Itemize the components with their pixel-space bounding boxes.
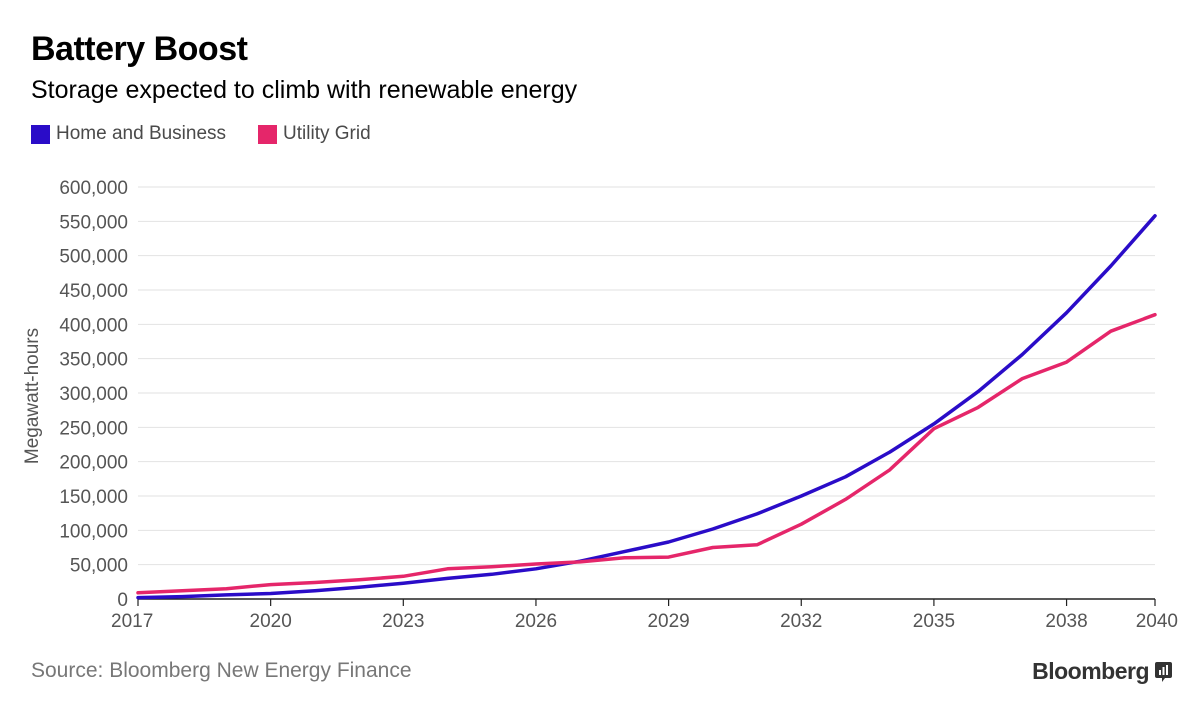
y-tick-label: 100,000 — [59, 521, 128, 542]
legend-label-utility-grid: Utility Grid — [283, 123, 371, 144]
y-tick-label: 300,000 — [59, 384, 128, 405]
legend-swatch-utility-grid — [258, 124, 278, 144]
x-tick-label: 2020 — [250, 611, 292, 632]
series-line-home-business — [136, 214, 1157, 600]
legend-item-utility-grid: Utility Grid — [258, 123, 371, 145]
legend: Home and Business Utility Grid — [31, 123, 403, 145]
y-tick-label: 600,000 — [59, 178, 128, 199]
source-note: Source: Bloomberg New Energy Finance — [31, 659, 412, 682]
bloomberg-logo: Bloomberg — [1032, 658, 1172, 685]
bloomberg-logo-icon — [1155, 661, 1172, 682]
y-tick-label: 250,000 — [59, 418, 128, 439]
x-tick-label: 2023 — [382, 611, 424, 632]
y-axis-label: Megawatt-hours — [22, 328, 43, 464]
y-tick-label: 350,000 — [59, 350, 128, 371]
y-tick-label: 400,000 — [59, 315, 128, 336]
y-tick-label: 150,000 — [59, 487, 128, 508]
y-tick-label: 0 — [117, 590, 128, 611]
x-tick-label: 2032 — [780, 611, 822, 632]
y-tick-label: 500,000 — [59, 247, 128, 268]
chart-title: Battery Boost — [31, 30, 248, 68]
x-tick-label: 2040 — [1136, 611, 1178, 632]
y-tick-label: 200,000 — [59, 453, 128, 474]
legend-label-home-business: Home and Business — [56, 123, 227, 144]
y-tick-label: 50,000 — [70, 556, 128, 577]
y-tick-label: 550,000 — [59, 212, 128, 233]
y-tick-label: 450,000 — [59, 281, 128, 302]
brand-name: Bloomberg — [1032, 658, 1149, 684]
series-line-utility-grid — [136, 312, 1157, 595]
x-tick-label: 2029 — [647, 611, 689, 632]
x-tick-label: 2038 — [1045, 611, 1087, 632]
legend-item-home-business: Home and Business — [31, 123, 226, 145]
legend-swatch-home-business — [31, 124, 50, 144]
x-tick-label: 2026 — [515, 611, 557, 632]
x-tick-label: 2035 — [913, 611, 955, 632]
chart-subtitle: Storage expected to climb with renewable… — [31, 76, 578, 104]
x-tick-label: 2017 — [111, 611, 153, 632]
